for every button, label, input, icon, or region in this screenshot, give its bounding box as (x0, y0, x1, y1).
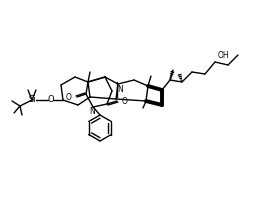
Text: OH: OH (218, 52, 230, 60)
Text: O: O (48, 95, 54, 105)
Text: N: N (117, 85, 123, 95)
Text: O: O (66, 92, 72, 102)
Text: Si: Si (28, 95, 36, 103)
Text: O: O (122, 96, 128, 106)
Text: N: N (89, 106, 95, 116)
